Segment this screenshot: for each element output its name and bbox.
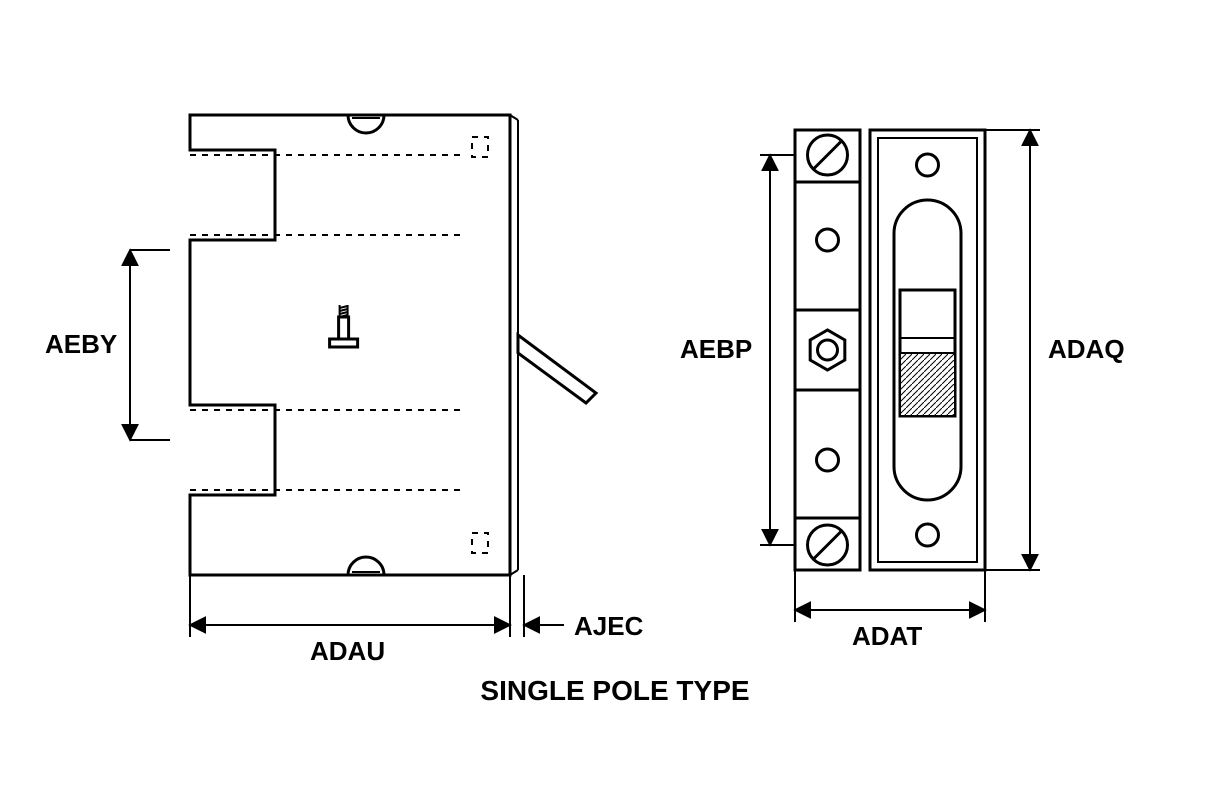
label-ajec: AJEC bbox=[574, 611, 644, 641]
diagram-title: SINGLE POLE TYPE bbox=[480, 675, 749, 706]
label-adau: ADAU bbox=[310, 636, 385, 666]
label-adat: ADAT bbox=[852, 621, 922, 651]
label-aeby: AEBY bbox=[45, 329, 117, 359]
label-aebp: AEBP bbox=[680, 334, 752, 364]
label-adaq: ADAQ bbox=[1048, 334, 1125, 364]
